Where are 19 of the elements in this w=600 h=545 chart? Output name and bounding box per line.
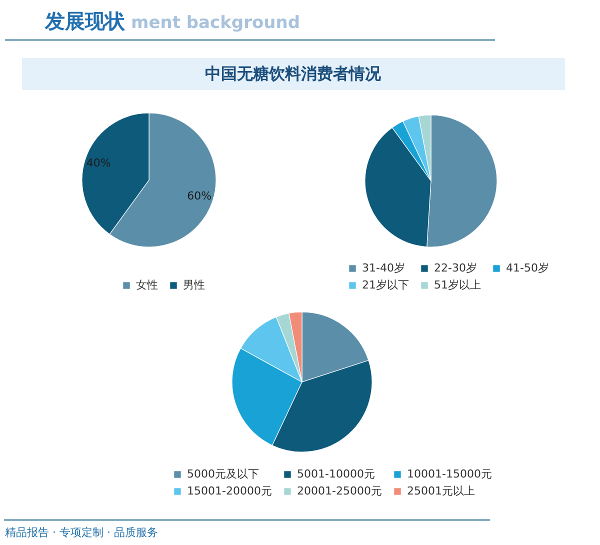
text: 发展现状: [44, 9, 126, 33]
legend-label: 10001-15000元: [407, 468, 492, 480]
legend-label: 15001-20000元: [187, 484, 272, 498]
legend-label: 22-30岁: [434, 262, 477, 274]
legend-label: 女性: [136, 278, 158, 292]
text: 精品报告 · 专项定制 · 品质服务: [5, 526, 158, 539]
legend-label: 男性: [183, 278, 205, 292]
data-label: 60%: [187, 189, 212, 202]
legend-label: 5000元及以下: [187, 468, 259, 480]
legend-label: 21岁以下: [362, 278, 409, 292]
legend-label: 25001元以上: [407, 484, 475, 498]
legend-label: 31-40岁: [362, 262, 405, 274]
legend-label: 20001-25000元: [297, 484, 382, 498]
legend-label: 5001-10000元: [297, 468, 375, 480]
text: 中国无糖饮料消费者情况: [205, 64, 382, 83]
data-label: 40%: [86, 156, 111, 170]
text: ment background: [131, 13, 300, 33]
legend-label: 51岁以上: [434, 278, 481, 292]
legend-label: 41-50岁: [506, 262, 549, 274]
